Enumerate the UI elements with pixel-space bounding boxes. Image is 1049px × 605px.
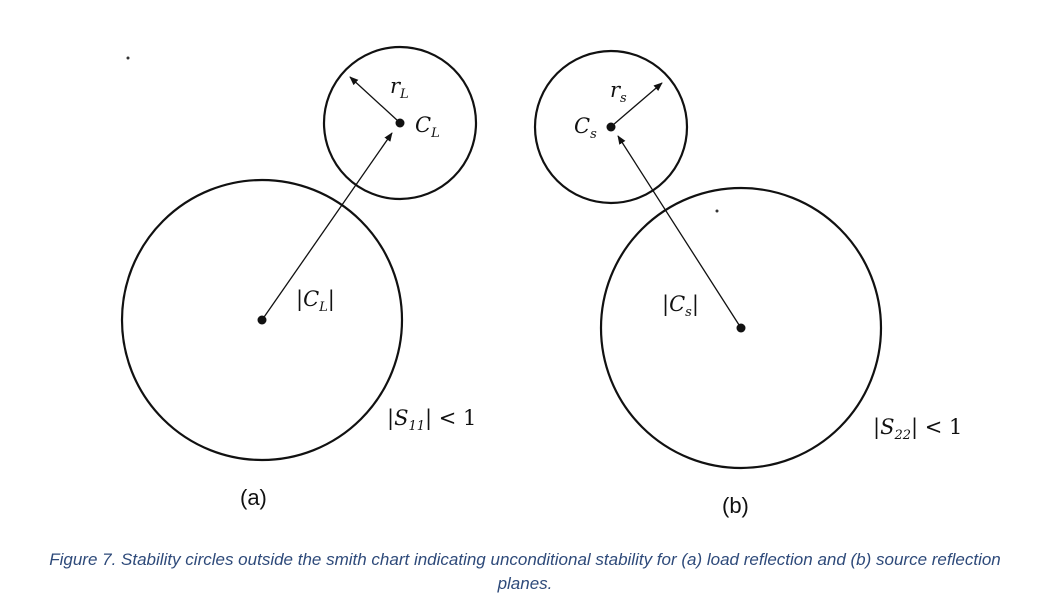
smith-chart-circle-b bbox=[599, 186, 883, 470]
load-stability-circle bbox=[322, 45, 478, 201]
source-center-label: Cs bbox=[574, 114, 597, 142]
figure-caption: Figure 7. Stability circles outside the … bbox=[49, 550, 1001, 593]
panel-a-label: (a) bbox=[240, 485, 267, 510]
source-radius-arrow bbox=[612, 82, 663, 126]
load-center-label: CL bbox=[415, 113, 440, 141]
load-center-distance-arrow bbox=[261, 132, 393, 321]
s22-region-label: |S22| < 1 bbox=[873, 415, 962, 443]
load-radius-arrow bbox=[349, 76, 399, 122]
source-radius-label: rs bbox=[610, 78, 627, 106]
panel-b: rs Cs |Cs| |S22| < 1 (b) bbox=[533, 49, 962, 518]
load-center-distance-label: |CL| bbox=[296, 287, 335, 315]
scan-speck bbox=[715, 209, 719, 213]
source-center-distance-arrow bbox=[617, 135, 742, 329]
smith-chart-circle-a bbox=[120, 178, 404, 462]
load-radius-label: rL bbox=[390, 74, 409, 102]
stability-circles-figure: rL CL |CL| |S11| < 1 (a) rs Cs |Cs| |S22… bbox=[120, 45, 962, 518]
s11-region-label: |S11| < 1 bbox=[387, 406, 476, 434]
source-center-distance-label: |Cs| bbox=[662, 292, 699, 320]
panel-a: rL CL |CL| |S11| < 1 (a) bbox=[120, 45, 478, 510]
source-stability-circle bbox=[533, 49, 689, 205]
scan-speck bbox=[126, 56, 130, 60]
panel-b-label: (b) bbox=[722, 493, 749, 518]
